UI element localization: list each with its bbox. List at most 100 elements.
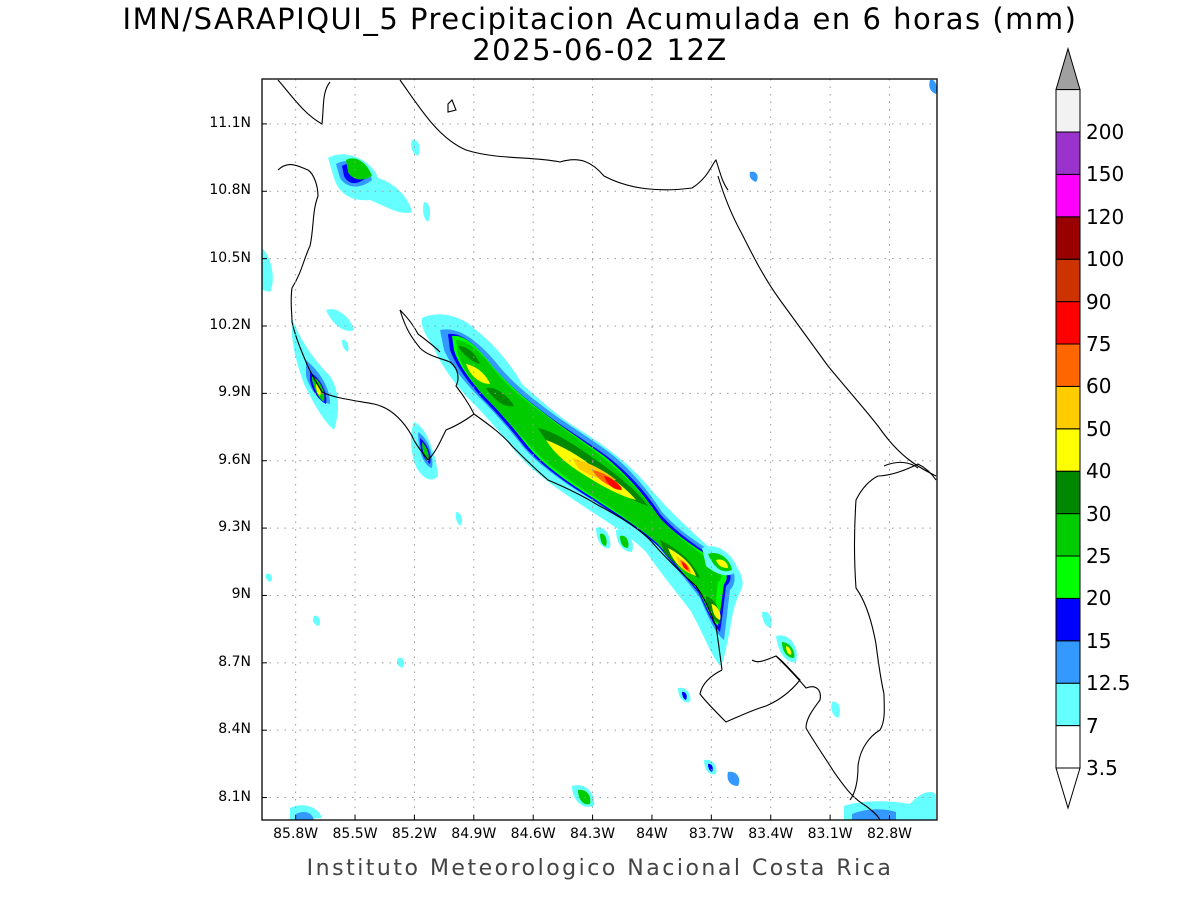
colorbar-level-label: 120 — [1086, 204, 1125, 229]
precip-band-light — [831, 701, 840, 718]
precip-band-light — [727, 771, 740, 786]
lat-tick-label: 8.4N — [218, 721, 251, 738]
colorbar-swatch — [1055, 343, 1081, 387]
lat-tick-label: 9.3N — [218, 519, 251, 536]
lon-tick-label: 82.8W — [866, 826, 912, 842]
lon-tick-label: 84.3W — [570, 826, 616, 842]
map-title: IMN/SARAPIQUI_5 Precipitacion Acumulada … — [122, 2, 1078, 36]
colorbar-level-label: 25 — [1086, 544, 1112, 568]
precip-band-light — [762, 611, 772, 628]
central-pacific-coast — [473, 413, 723, 671]
lon-tick-label: 84W — [636, 826, 668, 842]
precipitation-field — [262, 79, 937, 820]
axis-ticks — [262, 123, 890, 820]
colorbar-swatch — [1055, 555, 1081, 599]
precip-band-light — [262, 248, 273, 292]
colorbar-swatch — [1055, 89, 1081, 133]
precip-band-light — [929, 79, 937, 94]
lat-tick-label: 9.9N — [218, 384, 251, 401]
map-frame — [261, 78, 938, 821]
lon-tick-label: 83.1W — [807, 826, 853, 842]
colorbar-level-label: 40 — [1086, 459, 1112, 484]
precip-band-40 — [786, 646, 792, 655]
colorbar-over-arrow — [1055, 46, 1081, 91]
precip-band-light — [313, 615, 321, 626]
colorbar-level-label: 90 — [1086, 289, 1112, 314]
precip-band-75 — [682, 562, 688, 570]
colorbar-level-label: 12.5 — [1086, 671, 1131, 696]
precip-band-40 — [316, 384, 321, 396]
lat-tick-label: 10.8N — [209, 182, 251, 199]
lon-tick-label: 85.2W — [391, 826, 437, 842]
precip-band-40 — [716, 559, 728, 568]
colorbar-swatch — [1055, 597, 1081, 642]
lon-tick-label: 83.7W — [688, 826, 734, 842]
precip-band-20 — [620, 535, 629, 548]
colorbar-level-label: 50 — [1086, 416, 1112, 441]
colorbar-swatch — [1055, 470, 1081, 515]
panama-border-line — [853, 463, 937, 695]
lat-tick-label: 9.6N — [218, 451, 251, 468]
lake-island — [447, 99, 457, 113]
colorbar-swatch — [1055, 682, 1081, 727]
lat-tick-label: 11.1N — [209, 114, 251, 131]
colorbar-level-label: 60 — [1086, 374, 1112, 399]
colorbar-swatch — [1055, 301, 1081, 345]
bocas-coast — [883, 461, 919, 469]
colorbar-swatch — [1055, 173, 1081, 218]
precip-band-light — [423, 202, 431, 222]
colorbar-level-label: 200 — [1086, 120, 1125, 144]
colorbar-level-label: 15 — [1086, 628, 1112, 653]
colorbar-level-label: 75 — [1086, 332, 1112, 356]
precip-band-light — [455, 512, 463, 526]
nicaragua-lake-coast — [277, 79, 331, 125]
precip-band-30 — [458, 346, 480, 364]
precip-band-20 — [578, 789, 591, 805]
precip-band-15 — [682, 691, 687, 700]
lat-tick-label: 9N — [231, 586, 251, 603]
colorbar — [1055, 46, 1081, 810]
precip-band-75 — [604, 476, 622, 490]
lon-tick-label: 85.5W — [332, 826, 378, 842]
precip-band-light — [342, 339, 349, 352]
colorbar-swatch — [1055, 385, 1081, 430]
lon-tick-label: 84.9W — [451, 826, 497, 842]
nicoya-peninsula-coast — [305, 361, 429, 461]
pacific-coast-north — [277, 164, 319, 363]
lat-tick-label: 10.5N — [209, 249, 251, 266]
lat-tick-label: 8.1N — [218, 788, 251, 805]
precip-band-40 — [466, 364, 490, 384]
lon-tick-label: 83.4W — [748, 826, 794, 842]
map-subtitle: 2025-06-02 12Z — [472, 33, 728, 67]
graticule — [262, 79, 937, 820]
gulf-inner-coast — [399, 309, 441, 353]
nicaragua-border — [399, 79, 729, 191]
colorbar-swatch — [1055, 131, 1081, 175]
precip-band-25 — [456, 340, 722, 618]
precip-band-40 — [712, 604, 721, 620]
precip-band-20 — [600, 533, 607, 546]
precip-band-light — [749, 171, 758, 182]
lat-tick-label: 10.2N — [209, 317, 251, 333]
gulf-of-nicoya-coast — [419, 347, 475, 461]
precip-band-7 — [296, 812, 314, 820]
credit-line: Instituto Meteorologico Nacional Costa R… — [306, 856, 894, 881]
coastline-layer — [277, 79, 937, 820]
precip-band-20 — [422, 442, 429, 462]
precip-band-light — [265, 573, 273, 582]
colorbar-swatch — [1055, 216, 1081, 260]
panama-border-north — [849, 693, 885, 801]
caribbean-coast — [717, 175, 937, 477]
colorbar-swatch — [1055, 640, 1081, 684]
colorbar-level-label: 20 — [1086, 586, 1112, 611]
precip-band-light — [411, 139, 420, 156]
precip-band-30 — [486, 387, 514, 407]
colorbar-level-label: 30 — [1086, 501, 1112, 526]
lon-tick-label: 84.6W — [510, 826, 556, 842]
colorbar-level-label: 3.5 — [1086, 756, 1118, 780]
colorbar-level-label: 100 — [1086, 247, 1125, 272]
colorbar-under-arrow — [1055, 767, 1081, 810]
precip-band-20 — [346, 158, 372, 180]
colorbar-swatch — [1055, 725, 1081, 769]
colorbar-swatch — [1055, 428, 1081, 472]
